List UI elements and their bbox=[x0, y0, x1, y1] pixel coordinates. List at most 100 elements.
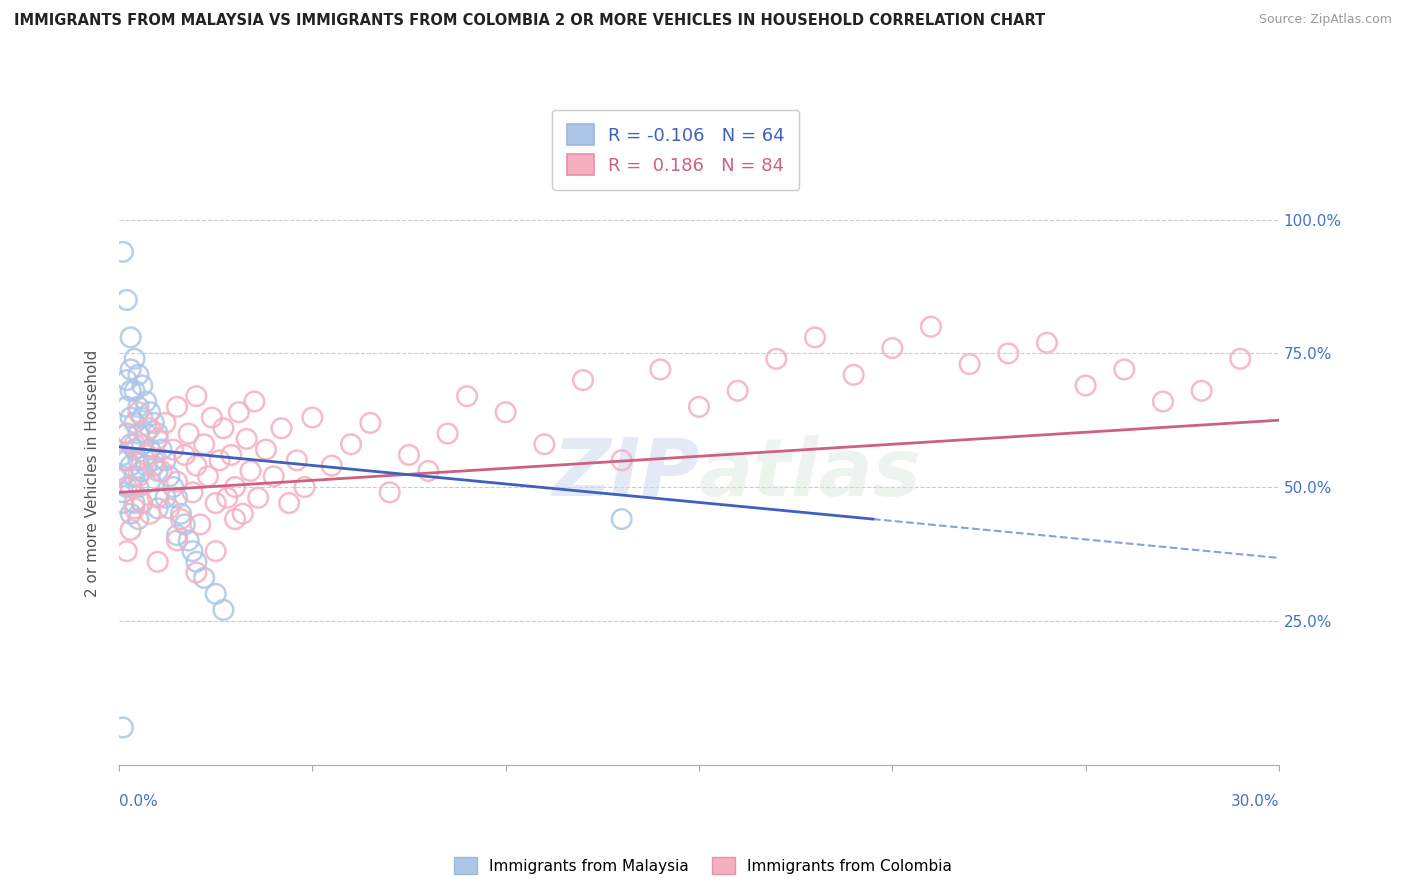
Point bbox=[131, 410, 153, 425]
Point bbox=[1114, 362, 1136, 376]
Point bbox=[111, 496, 134, 510]
Point bbox=[1036, 335, 1059, 350]
Point bbox=[321, 458, 343, 473]
Text: IMMIGRANTS FROM MALAYSIA VS IMMIGRANTS FROM COLOMBIA 2 OR MORE VEHICLES IN HOUSE: IMMIGRANTS FROM MALAYSIA VS IMMIGRANTS F… bbox=[14, 13, 1045, 29]
Point bbox=[170, 512, 193, 526]
Point bbox=[142, 416, 165, 430]
Point bbox=[688, 400, 710, 414]
Point bbox=[131, 437, 153, 451]
Point bbox=[120, 458, 142, 473]
Point bbox=[111, 453, 134, 467]
Text: Source: ZipAtlas.com: Source: ZipAtlas.com bbox=[1258, 13, 1392, 27]
Point bbox=[166, 528, 188, 542]
Point bbox=[142, 458, 165, 473]
Point bbox=[959, 357, 981, 371]
Point bbox=[120, 480, 142, 494]
Point bbox=[186, 389, 208, 403]
Point bbox=[162, 480, 184, 494]
Point bbox=[120, 523, 142, 537]
Point bbox=[495, 405, 517, 419]
Point bbox=[1152, 394, 1174, 409]
Point bbox=[197, 469, 219, 483]
Point bbox=[127, 480, 149, 494]
Point bbox=[378, 485, 401, 500]
Point bbox=[124, 416, 146, 430]
Point bbox=[146, 555, 169, 569]
Point bbox=[842, 368, 865, 382]
Point bbox=[111, 721, 134, 735]
Point bbox=[294, 480, 316, 494]
Text: 30.0%: 30.0% bbox=[1230, 794, 1279, 809]
Point bbox=[157, 501, 180, 516]
Point bbox=[188, 517, 211, 532]
Point bbox=[920, 319, 942, 334]
Point bbox=[650, 362, 672, 376]
Point bbox=[150, 464, 173, 478]
Point bbox=[120, 410, 142, 425]
Point bbox=[124, 501, 146, 516]
Point bbox=[135, 448, 157, 462]
Legend: R = -0.106   N = 64, R =  0.186   N = 84: R = -0.106 N = 64, R = 0.186 N = 84 bbox=[553, 110, 800, 189]
Point bbox=[142, 453, 165, 467]
Point bbox=[111, 448, 134, 462]
Point bbox=[436, 426, 458, 441]
Point bbox=[193, 571, 215, 585]
Point bbox=[177, 426, 200, 441]
Point bbox=[135, 394, 157, 409]
Point bbox=[127, 469, 149, 483]
Point bbox=[135, 458, 157, 473]
Point bbox=[139, 405, 162, 419]
Point bbox=[124, 496, 146, 510]
Point bbox=[278, 496, 301, 510]
Point bbox=[224, 512, 246, 526]
Point bbox=[127, 512, 149, 526]
Point bbox=[212, 603, 235, 617]
Point bbox=[120, 507, 142, 521]
Point bbox=[765, 351, 787, 366]
Point bbox=[1229, 351, 1251, 366]
Point bbox=[166, 533, 188, 548]
Point bbox=[146, 464, 169, 478]
Point bbox=[155, 491, 177, 505]
Point bbox=[173, 517, 195, 532]
Point bbox=[239, 464, 262, 478]
Y-axis label: 2 or more Vehicles in Household: 2 or more Vehicles in Household bbox=[86, 350, 100, 598]
Point bbox=[456, 389, 478, 403]
Point bbox=[127, 368, 149, 382]
Point bbox=[166, 400, 188, 414]
Point bbox=[124, 442, 146, 457]
Point bbox=[177, 533, 200, 548]
Point bbox=[111, 469, 134, 483]
Point bbox=[186, 555, 208, 569]
Point bbox=[157, 469, 180, 483]
Point bbox=[115, 426, 138, 441]
Point bbox=[166, 475, 188, 489]
Point bbox=[111, 244, 134, 259]
Point bbox=[1191, 384, 1213, 398]
Point bbox=[135, 426, 157, 441]
Point bbox=[139, 507, 162, 521]
Point bbox=[997, 346, 1019, 360]
Point bbox=[727, 384, 749, 398]
Point bbox=[120, 437, 142, 451]
Point bbox=[224, 480, 246, 494]
Point bbox=[131, 496, 153, 510]
Point bbox=[418, 464, 440, 478]
Point bbox=[146, 491, 169, 505]
Point bbox=[115, 373, 138, 387]
Point bbox=[115, 453, 138, 467]
Point bbox=[340, 437, 363, 451]
Point bbox=[186, 566, 208, 580]
Point bbox=[131, 464, 153, 478]
Point bbox=[120, 362, 142, 376]
Point bbox=[181, 485, 204, 500]
Point bbox=[155, 453, 177, 467]
Point bbox=[610, 453, 633, 467]
Point bbox=[243, 394, 266, 409]
Point bbox=[882, 341, 904, 355]
Point bbox=[301, 410, 323, 425]
Point bbox=[398, 448, 420, 462]
Point bbox=[115, 400, 138, 414]
Point bbox=[186, 458, 208, 473]
Point bbox=[204, 587, 226, 601]
